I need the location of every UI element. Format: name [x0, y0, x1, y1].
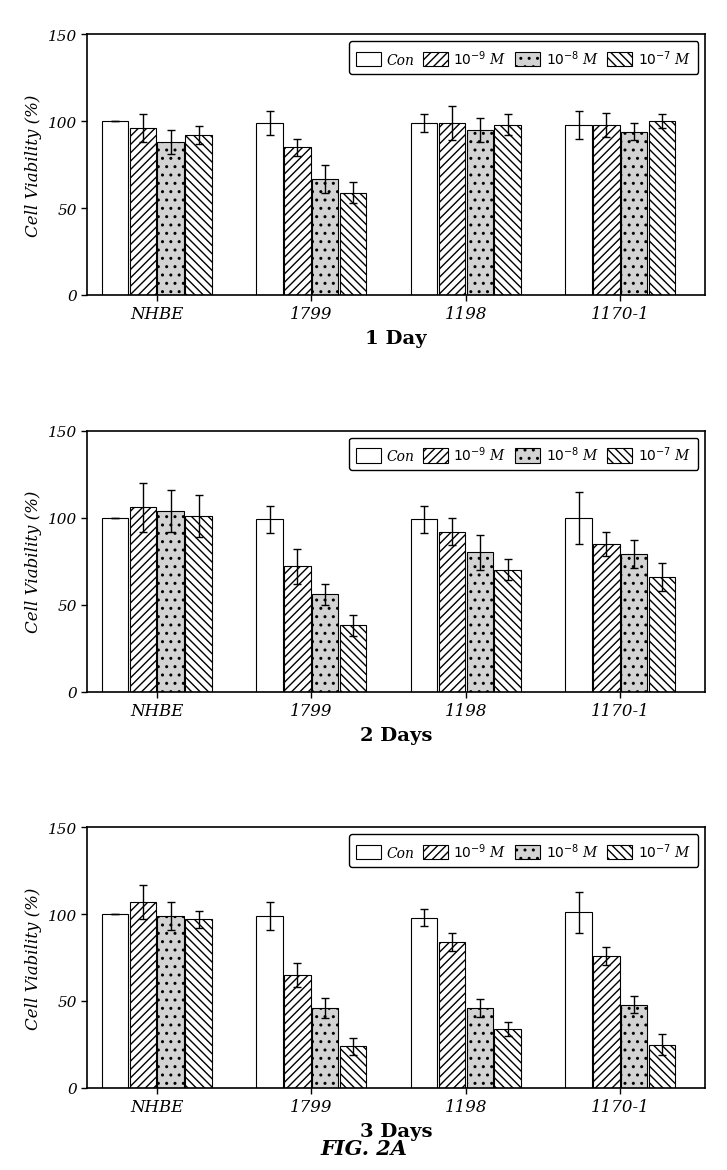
- Bar: [158, 143, 184, 296]
- Bar: [593, 544, 619, 691]
- Bar: [621, 132, 647, 296]
- Bar: [158, 916, 184, 1088]
- Bar: [411, 519, 437, 691]
- Bar: [648, 577, 675, 691]
- Bar: [312, 594, 338, 691]
- Bar: [648, 1045, 675, 1088]
- Bar: [648, 122, 675, 296]
- Bar: [185, 920, 212, 1088]
- Y-axis label: Cell Viability (%): Cell Viability (%): [25, 887, 42, 1028]
- Bar: [185, 516, 212, 691]
- Text: FIG. 2A: FIG. 2A: [320, 1138, 407, 1158]
- Legend: Con, $10^{-9}$ M, $10^{-8}$ M, $10^{-7}$ M: Con, $10^{-9}$ M, $10^{-8}$ M, $10^{-7}$…: [349, 834, 698, 867]
- Bar: [467, 1009, 493, 1088]
- Bar: [467, 131, 493, 296]
- Bar: [566, 913, 592, 1088]
- Bar: [340, 626, 366, 691]
- Bar: [312, 179, 338, 296]
- Bar: [284, 975, 310, 1088]
- Bar: [129, 508, 156, 691]
- Bar: [312, 1009, 338, 1088]
- Bar: [566, 125, 592, 296]
- Legend: Con, $10^{-9}$ M, $10^{-8}$ M, $10^{-7}$ M: Con, $10^{-9}$ M, $10^{-8}$ M, $10^{-7}$…: [349, 439, 698, 470]
- Bar: [494, 1030, 521, 1088]
- Bar: [593, 125, 619, 296]
- Bar: [129, 902, 156, 1088]
- Bar: [257, 124, 283, 296]
- Bar: [340, 193, 366, 296]
- Bar: [411, 124, 437, 296]
- Bar: [284, 149, 310, 296]
- Bar: [566, 518, 592, 691]
- Bar: [621, 1005, 647, 1088]
- Bar: [438, 124, 465, 296]
- Bar: [102, 122, 128, 296]
- Bar: [621, 555, 647, 691]
- Bar: [102, 914, 128, 1088]
- Bar: [438, 532, 465, 691]
- Bar: [411, 917, 437, 1088]
- X-axis label: 1 Day: 1 Day: [366, 330, 427, 347]
- Bar: [129, 129, 156, 296]
- Bar: [340, 1046, 366, 1088]
- Bar: [494, 570, 521, 691]
- Bar: [257, 916, 283, 1088]
- Y-axis label: Cell Viability (%): Cell Viability (%): [25, 490, 42, 633]
- Bar: [284, 566, 310, 691]
- Bar: [467, 553, 493, 691]
- Bar: [257, 519, 283, 691]
- X-axis label: 3 Days: 3 Days: [360, 1122, 433, 1141]
- Bar: [185, 136, 212, 296]
- Bar: [438, 942, 465, 1088]
- Bar: [593, 956, 619, 1088]
- Legend: Con, $10^{-9}$ M, $10^{-8}$ M, $10^{-7}$ M: Con, $10^{-9}$ M, $10^{-8}$ M, $10^{-7}$…: [349, 42, 698, 75]
- Bar: [158, 511, 184, 691]
- Bar: [494, 125, 521, 296]
- X-axis label: 2 Days: 2 Days: [360, 727, 433, 744]
- Y-axis label: Cell Viability (%): Cell Viability (%): [25, 95, 42, 236]
- Bar: [102, 518, 128, 691]
